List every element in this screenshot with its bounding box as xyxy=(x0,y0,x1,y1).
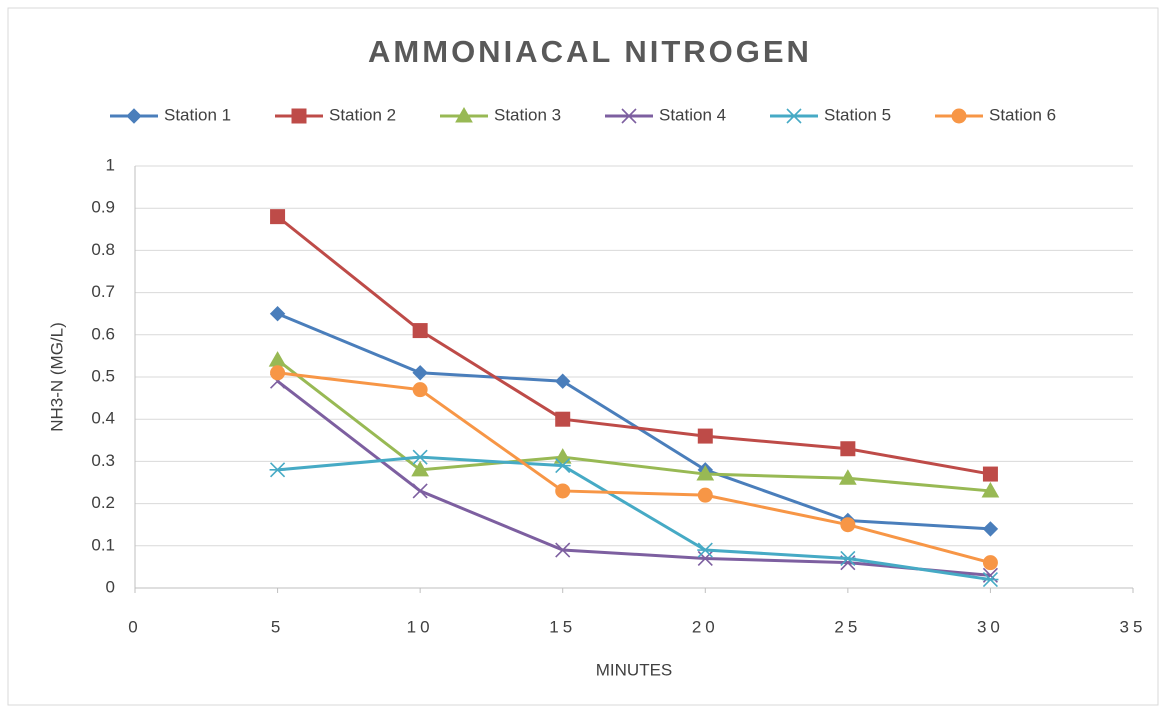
y-tick-label: 0.5 xyxy=(91,366,115,385)
marker xyxy=(838,469,857,485)
marker xyxy=(621,108,637,124)
marker xyxy=(982,466,998,482)
y-tick-label: 0 xyxy=(106,577,115,596)
x-tick-label: 0 xyxy=(128,617,141,636)
legend-label: Station 3 xyxy=(494,105,561,124)
marker xyxy=(554,458,571,474)
marker xyxy=(951,108,967,124)
marker xyxy=(269,305,286,322)
marker xyxy=(839,550,856,567)
series-line xyxy=(276,358,991,493)
marker xyxy=(126,108,142,124)
marker xyxy=(840,441,856,457)
marker xyxy=(553,448,572,464)
x-tick-label: 15 xyxy=(549,617,576,636)
marker xyxy=(555,542,571,558)
y-tick-label: 0.4 xyxy=(91,409,115,428)
y-tick-label: 1 xyxy=(106,155,115,174)
marker xyxy=(555,483,571,499)
legend-label: Station 6 xyxy=(989,105,1056,124)
series-line xyxy=(277,455,991,582)
legend-label: Station 5 xyxy=(824,105,891,124)
chart-title: AMMONIACAL NITROGEN xyxy=(368,34,812,69)
marker xyxy=(982,555,998,571)
y-tick-label: 0.7 xyxy=(91,282,115,301)
marker xyxy=(412,382,428,398)
y-axis-label: NH3-N (MG/L) xyxy=(47,322,66,432)
x-axis-label: MINUTES xyxy=(596,660,673,679)
y-tick-label: 0.1 xyxy=(91,535,115,554)
marker xyxy=(412,323,428,339)
marker xyxy=(412,449,429,465)
marker xyxy=(291,108,307,124)
x-tick-label: 20 xyxy=(692,617,719,636)
marker xyxy=(981,481,1000,498)
marker xyxy=(412,365,428,381)
marker xyxy=(982,571,999,588)
marker xyxy=(786,108,802,124)
legend-label: Station 1 xyxy=(164,105,231,124)
marker xyxy=(270,209,286,225)
y-tick-label: 0.6 xyxy=(91,324,115,343)
x-tick-label: 25 xyxy=(834,617,861,636)
marker xyxy=(269,462,286,478)
y-tick-label: 0.9 xyxy=(91,198,115,217)
marker xyxy=(412,483,428,499)
legend-label: Station 4 xyxy=(659,105,726,124)
marker xyxy=(555,411,571,427)
x-tick-label: 35 xyxy=(1120,617,1147,636)
y-tick-label: 0.2 xyxy=(91,493,115,512)
series-line xyxy=(276,215,991,476)
x-tick-label: 30 xyxy=(977,617,1004,636)
series-line xyxy=(276,380,991,577)
x-tick-label: 10 xyxy=(407,617,434,636)
marker xyxy=(411,460,430,477)
marker xyxy=(555,373,571,389)
legend-label: Station 2 xyxy=(329,105,396,124)
y-tick-label: 0.3 xyxy=(91,451,115,470)
marker xyxy=(982,521,999,537)
chart-frame xyxy=(7,7,1159,706)
marker xyxy=(696,465,715,481)
marker xyxy=(840,517,856,533)
marker xyxy=(697,428,713,444)
marker xyxy=(697,487,713,503)
y-tick-label: 0.8 xyxy=(91,240,115,259)
marker xyxy=(455,106,473,123)
x-tick-label: 5 xyxy=(271,617,284,636)
marker xyxy=(697,542,714,558)
series-line xyxy=(276,312,991,531)
series-line xyxy=(277,371,991,565)
marker xyxy=(270,365,286,381)
